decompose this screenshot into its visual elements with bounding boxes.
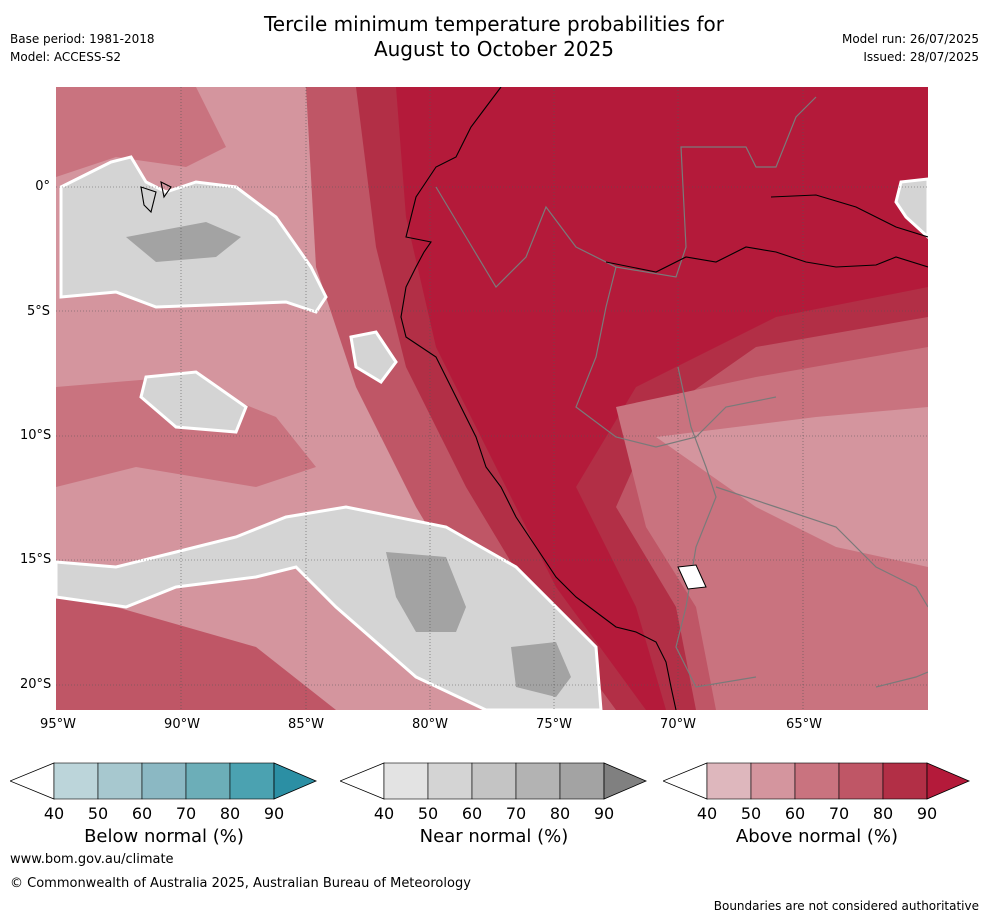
base-period: Base period: 1981-2018: [10, 32, 155, 46]
graticule: [56, 87, 928, 710]
colorbar-tick-label: 70: [828, 804, 850, 823]
near-normal-core-galapagos: [126, 222, 241, 262]
colorbar-tick-label: 70: [175, 804, 197, 823]
colorbar-swatch: [838, 762, 884, 800]
near-normal-core-south: [386, 552, 466, 632]
colorbar-tick-label: 50: [417, 804, 439, 823]
website-link[interactable]: www.bom.gov.au/climate: [10, 852, 174, 867]
colorbar-swatch: [141, 762, 187, 800]
lake-titicaca: [677, 564, 707, 590]
colorbar-swatch: [794, 762, 840, 800]
colorbar-swatch: [229, 762, 275, 800]
title-line-2: August to October 2025: [373, 37, 615, 61]
colorbar-tick-label: 50: [740, 804, 762, 823]
colorbar-under-arrow: [338, 762, 385, 800]
colorbar-swatch: [515, 762, 561, 800]
colorbar-near-ticks: 40 50 60 70 80 90: [340, 804, 648, 826]
colorbar-swatch: [559, 762, 605, 800]
model-run: Model run: 26/07/2025: [841, 32, 979, 46]
lon-label-70w: 70°W: [660, 717, 696, 732]
colorbar-tick-label: 40: [373, 804, 395, 823]
colorbar-above-swatches: [661, 762, 971, 800]
colorbar-below-ticks: 40 50 60 70 80 90: [10, 804, 318, 826]
lon-label-85w: 85°W: [288, 717, 324, 732]
lat-label-20s: 20°S: [20, 677, 52, 692]
model-name: Model: ACCESS-S2: [10, 50, 122, 64]
lat-label-10s: 10°S: [20, 428, 52, 443]
colorbar-swatch: [185, 762, 231, 800]
map-title: Tercile minimum temperature probabilitie…: [0, 12, 988, 62]
colorbar-tick-label: 90: [593, 804, 615, 823]
colorbar-swatch: [471, 762, 517, 800]
map-svg: [56, 87, 928, 710]
country-borders: [435, 96, 928, 688]
colorbar-tick-label: 50: [87, 804, 109, 823]
colorbar-below: 40 50 60 70 80 90 Below normal (%): [8, 762, 318, 872]
colorbar-above: 40 50 60 70 80 90 Above normal (%): [661, 762, 971, 872]
colorbar-below-title: Below normal (%): [84, 826, 244, 847]
lon-label-95w: 95°W: [40, 717, 76, 732]
colorbar-swatch: [97, 762, 143, 800]
near-normal-zone-west: [139, 370, 248, 434]
lon-label-75w: 75°W: [536, 717, 572, 732]
west-patch-2: [56, 377, 316, 487]
meta-left: Base period: 1981-2018 Model: ACCESS-S2: [10, 30, 155, 66]
colorbar-over-arrow: [603, 762, 648, 800]
colorbar-under-arrow: [8, 762, 55, 800]
coastline: [140, 87, 928, 710]
meta-right: Model run: 26/07/2025 Issued: 28/07/2025: [842, 30, 979, 66]
colorbar-tick-label: 40: [696, 804, 718, 823]
near-normal-core-south-2: [511, 642, 571, 697]
lat-label-5s: 5°S: [26, 304, 50, 319]
colorbar-over-arrow: [273, 762, 318, 800]
west-patch-1: [56, 87, 226, 177]
colorbar-swatch: [750, 762, 796, 800]
colorbar-over-arrow: [926, 762, 971, 800]
colorbar-tick-label: 80: [219, 804, 241, 823]
interior-lighter-region: [656, 407, 928, 567]
probability-map: [56, 87, 928, 710]
lon-label-65w: 65°W: [786, 717, 822, 732]
west-patch-3: [56, 587, 336, 710]
colorbar-above-title: Above normal (%): [735, 826, 899, 847]
colorbar-tick-label: 60: [461, 804, 483, 823]
land-hot-band: [396, 87, 928, 710]
near-normal-zone-south: [56, 505, 603, 710]
colorbar-below-swatches: [8, 762, 318, 800]
colorbar-tick-label: 80: [872, 804, 894, 823]
colorbar-tick-label: 70: [505, 804, 527, 823]
lat-label-0: 0°: [35, 179, 50, 194]
colorbar-under-arrow: [661, 762, 708, 800]
lon-label-90w: 90°W: [164, 717, 200, 732]
colorbar-swatch: [383, 762, 429, 800]
colorbar-near-swatches: [338, 762, 648, 800]
colorbar-swatch: [706, 762, 752, 800]
near-normal-zone-east: [894, 177, 928, 240]
issued-date: Issued: 28/07/2025: [863, 50, 979, 64]
colorbar-above-ticks: 40 50 60 70 80 90: [663, 804, 971, 826]
colorbar-swatch: [882, 762, 928, 800]
colorbar-tick-label: 40: [43, 804, 65, 823]
colorbar-tick-label: 60: [131, 804, 153, 823]
title-line-1: Tercile minimum temperature probabilitie…: [263, 12, 725, 36]
lat-label-15s: 15°S: [20, 552, 52, 567]
colorbar-tick-label: 80: [549, 804, 571, 823]
colorbar-tick-label: 60: [784, 804, 806, 823]
colorbar-near: 40 50 60 70 80 90 Near normal (%): [338, 762, 648, 872]
disclaimer-text: Boundaries are not considered authoritat…: [713, 899, 979, 913]
near-normal-zone-coast: [349, 330, 398, 384]
colorbar-tick-label: 90: [916, 804, 938, 823]
colorbar-swatch: [53, 762, 99, 800]
copyright-text: © Commonwealth of Australia 2025, Austra…: [10, 876, 471, 891]
colorbar-tick-label: 90: [263, 804, 285, 823]
lon-label-80w: 80°W: [412, 717, 448, 732]
colorbar-swatch: [427, 762, 473, 800]
colorbar-near-title: Near normal (%): [419, 826, 569, 847]
